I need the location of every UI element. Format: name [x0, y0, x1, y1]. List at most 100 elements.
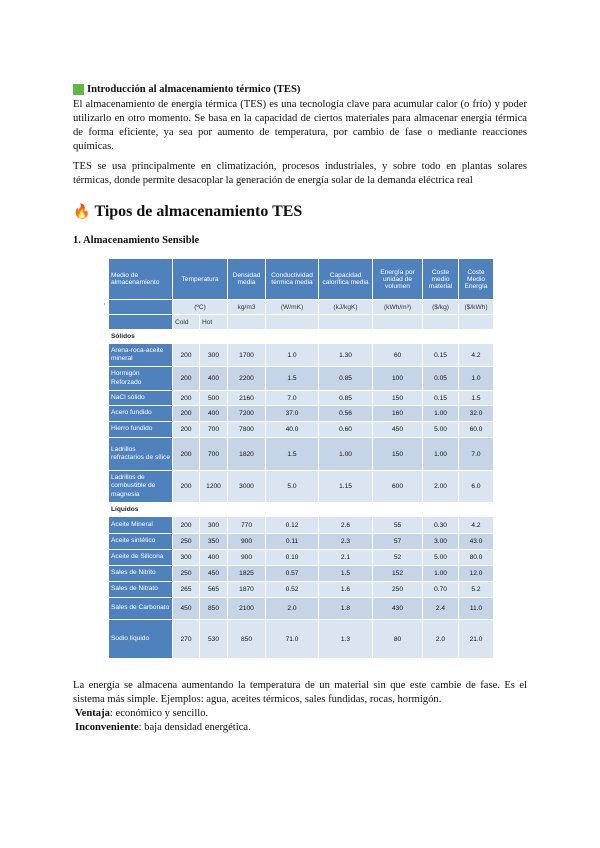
- value-cell: 12.0: [458, 565, 495, 582]
- units-row: (ºC) kg/m3 (W/mK) (kJ/kgK) (kWh/m³) ($/kg) ($/…: [108, 299, 495, 315]
- value-cell: 2.6: [318, 516, 374, 534]
- material-name: Ladrillos refractarios de sílice: [108, 437, 173, 471]
- fire-icon: 🔥: [73, 204, 91, 220]
- blank-cell: [318, 314, 374, 330]
- value-cell: 0.10: [265, 549, 320, 566]
- value-cell: 0.85: [318, 366, 374, 391]
- value-cell: 60: [372, 343, 424, 367]
- value-cell: 200: [172, 421, 200, 438]
- blank-cell: [372, 314, 424, 330]
- value-cell: 5.0: [265, 470, 320, 503]
- value-cell: 1825: [227, 565, 267, 582]
- value-cell: 0.15: [422, 390, 460, 406]
- value-cell: 0.60: [318, 421, 374, 438]
- value-cell: 150: [372, 390, 424, 406]
- value-cell: 0.85: [318, 390, 374, 406]
- blank-cell: [265, 314, 320, 330]
- value-cell: 565: [198, 581, 229, 598]
- value-cell: 7.0: [265, 390, 320, 406]
- value-cell: 500: [198, 390, 229, 406]
- value-cell: 6.0: [458, 470, 495, 503]
- value-cell: 430: [372, 597, 424, 620]
- value-cell: 2.0: [422, 619, 460, 659]
- value-cell: 450: [198, 565, 229, 582]
- value-cell: 55: [372, 516, 424, 534]
- value-cell: 2.0: [265, 597, 320, 620]
- value-cell: 1870: [227, 581, 267, 598]
- value-cell: 200: [172, 390, 200, 406]
- value-cell: 100: [372, 366, 424, 391]
- value-cell: 700: [198, 421, 229, 438]
- value-cell: 5.00: [422, 421, 460, 438]
- value-cell: 1.5: [318, 565, 374, 582]
- value-cell: 1.00: [422, 405, 460, 422]
- value-cell: 5.2: [458, 581, 495, 598]
- table-row: Ladrillos refractarios de sílice 200 700 18…: [108, 437, 495, 471]
- advantage-label: Ventaja: [75, 708, 110, 719]
- value-cell: 80: [372, 619, 424, 659]
- value-cell: 250: [372, 581, 424, 598]
- disadvantage-text: : baja densidad energética.: [138, 722, 251, 733]
- materials-table: Medio de almacenamiento Temperatura Densid…: [107, 258, 495, 659]
- table-row: Hormigón Reforzado 200 400 2200 1.5 0.85 100 0.…: [108, 366, 495, 391]
- value-cell: 150: [372, 437, 424, 471]
- value-cell: 2.1: [318, 549, 374, 566]
- table-row: Aceite Mineral 200 300 770 0.12 2.6 55 0.30 4.2: [108, 516, 495, 534]
- value-cell: 300: [172, 549, 200, 566]
- value-cell: 770: [227, 516, 267, 534]
- material-name: Aceite de Silicona: [108, 549, 173, 566]
- table-row: Sodio líquido 270 530 850 71.0 1.3 80 2.0 21.0: [108, 619, 495, 659]
- sensible-heading: 1. Almacenamiento Sensible: [73, 235, 200, 246]
- value-cell: 450: [372, 421, 424, 438]
- value-cell: 1.6: [318, 581, 374, 598]
- green-square-icon: [73, 84, 84, 95]
- column-header: Temperatura: [171, 258, 229, 300]
- value-cell: 2.4: [422, 597, 460, 620]
- value-cell: 0.70: [422, 581, 460, 598]
- blank-cell: [458, 314, 495, 330]
- table-row: Sales de Carbonato 450 850 2100 2.0 1.8 430 2.4…: [108, 597, 495, 620]
- value-cell: 7200: [227, 405, 267, 422]
- unit-cell: (kJ/kgK): [318, 299, 374, 315]
- value-cell: 1200: [198, 470, 229, 503]
- value-cell: 200: [172, 366, 200, 391]
- column-header: Coste medio material: [422, 258, 460, 300]
- column-header: Conductividad térmica media: [265, 258, 320, 300]
- value-cell: 43.0: [458, 533, 495, 550]
- value-cell: 40.0: [265, 421, 320, 438]
- column-header: Capacidad calorífica media: [318, 258, 374, 300]
- value-cell: 200: [172, 405, 200, 422]
- value-cell: 160: [372, 405, 424, 422]
- material-name: Sales de Nitrato: [108, 581, 173, 598]
- value-cell: 1.0: [265, 343, 320, 367]
- value-cell: 80.0: [458, 549, 495, 566]
- table-row: Hierro fundido 200 700 7800 40.0 0.60 450 5.00 6…: [108, 421, 495, 438]
- material-name: Sales de Nitrito: [108, 565, 173, 582]
- types-title: Tipos de almacenamiento TES: [94, 203, 303, 220]
- material-name: Hormigón Reforzado: [108, 366, 173, 391]
- disadvantage-label: Inconveniente: [75, 722, 139, 733]
- value-cell: 200: [172, 343, 200, 367]
- intro-paragraph-1: El almacenamiento de energía térmica (TE…: [73, 99, 527, 152]
- value-cell: 0.15: [422, 343, 460, 367]
- temp-sub-row: Cold Hot: [108, 314, 495, 330]
- value-cell: 850: [198, 597, 229, 620]
- value-cell: 1.5: [458, 390, 495, 406]
- hot-label: Hot: [198, 314, 229, 330]
- disadvantage-line: Inconveniente: baja densidad energética.: [75, 721, 529, 735]
- value-cell: 400: [198, 549, 229, 566]
- types-heading: 🔥 Tipos de almacenamiento TES: [73, 203, 302, 221]
- value-cell: 200: [172, 516, 200, 534]
- value-cell: 0.52: [265, 581, 320, 598]
- value-cell: 4.2: [458, 516, 495, 534]
- blank-cell: [422, 314, 460, 330]
- intro-paragraph-2: TES se usa principalmente en climatizaci…: [73, 161, 527, 186]
- value-cell: 1.0: [458, 366, 495, 391]
- column-header: Medio de almacenamiento: [108, 258, 173, 300]
- value-cell: 3000: [227, 470, 267, 503]
- value-cell: 530: [198, 619, 229, 659]
- value-cell: 1.5: [265, 437, 320, 471]
- material-name: Sodio líquido: [108, 619, 173, 659]
- intro-heading: Introducción al almacenamiento térmico (…: [73, 84, 300, 95]
- value-cell: 900: [227, 549, 267, 566]
